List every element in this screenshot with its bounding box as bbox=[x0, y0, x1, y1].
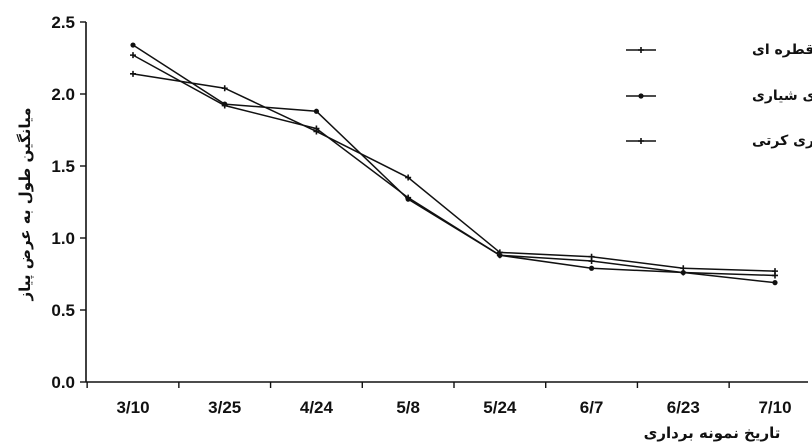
data-point bbox=[405, 174, 412, 181]
series-1 bbox=[130, 70, 778, 275]
data-point bbox=[130, 70, 136, 77]
series-3 bbox=[130, 52, 778, 279]
axes bbox=[85, 22, 808, 383]
y-tick-label: 1.5 bbox=[51, 157, 75, 176]
legend-marker bbox=[638, 138, 644, 144]
data-point bbox=[588, 265, 595, 271]
y-tick-label: 0.5 bbox=[51, 301, 75, 320]
legend-marker bbox=[638, 47, 644, 53]
y-axis-title: میانگین طول به عرض پیاز bbox=[16, 108, 35, 302]
data-point bbox=[130, 42, 136, 48]
legend-item-1: آبیاری قطره ای bbox=[626, 40, 812, 58]
axis-ticks: 0.0 0.5 1.0 1.5 2.0 2.5 3/10 3/25 4/24 5/8 5/24 6/7… bbox=[51, 13, 791, 417]
data-point bbox=[588, 258, 595, 265]
legend-marker bbox=[638, 93, 644, 99]
legend-item-2: آبیاری شیاری bbox=[626, 86, 812, 104]
x-tick-label: 5/8 bbox=[396, 398, 420, 417]
x-tick-label: 5/24 bbox=[483, 398, 517, 417]
legend-label: آبیاری کرتی bbox=[752, 131, 812, 149]
legend: آبیاری قطره ای آبیاری شیاری آبیاری کرتی bbox=[626, 40, 812, 149]
data-point bbox=[313, 108, 320, 114]
series-line bbox=[132, 73, 776, 272]
series-line bbox=[132, 44, 776, 284]
data-point bbox=[221, 85, 228, 92]
data-point bbox=[313, 125, 320, 132]
y-tick-label: 0.0 bbox=[51, 373, 75, 392]
x-tick-label: 6/7 bbox=[580, 398, 604, 417]
y-tick-label: 1.0 bbox=[51, 229, 75, 248]
data-point bbox=[680, 269, 687, 276]
legend-label: آبیاری شیاری bbox=[752, 86, 812, 104]
series-line bbox=[132, 54, 776, 277]
data-point bbox=[221, 102, 228, 109]
x-axis-title: تاریخ نمونه برداری bbox=[644, 424, 781, 442]
x-tick-label: 6/23 bbox=[667, 398, 700, 417]
data-point bbox=[130, 52, 136, 59]
x-tick-label: 4/24 bbox=[300, 398, 334, 417]
y-tick-label: 2.5 bbox=[51, 13, 75, 32]
x-tick-label: 3/25 bbox=[208, 398, 241, 417]
series-2 bbox=[130, 42, 778, 286]
data-point bbox=[496, 252, 503, 259]
legend-label: آبیاری قطره ای bbox=[752, 40, 812, 58]
x-tick-label: 7/10 bbox=[758, 398, 791, 417]
y-tick-label: 2.0 bbox=[51, 85, 75, 104]
x-tick-label: 3/10 bbox=[116, 398, 149, 417]
data-point bbox=[772, 272, 778, 279]
data-point bbox=[772, 280, 778, 286]
legend-item-3: آبیاری کرتی bbox=[626, 131, 812, 149]
data-point bbox=[405, 194, 412, 201]
series-group bbox=[130, 42, 778, 286]
